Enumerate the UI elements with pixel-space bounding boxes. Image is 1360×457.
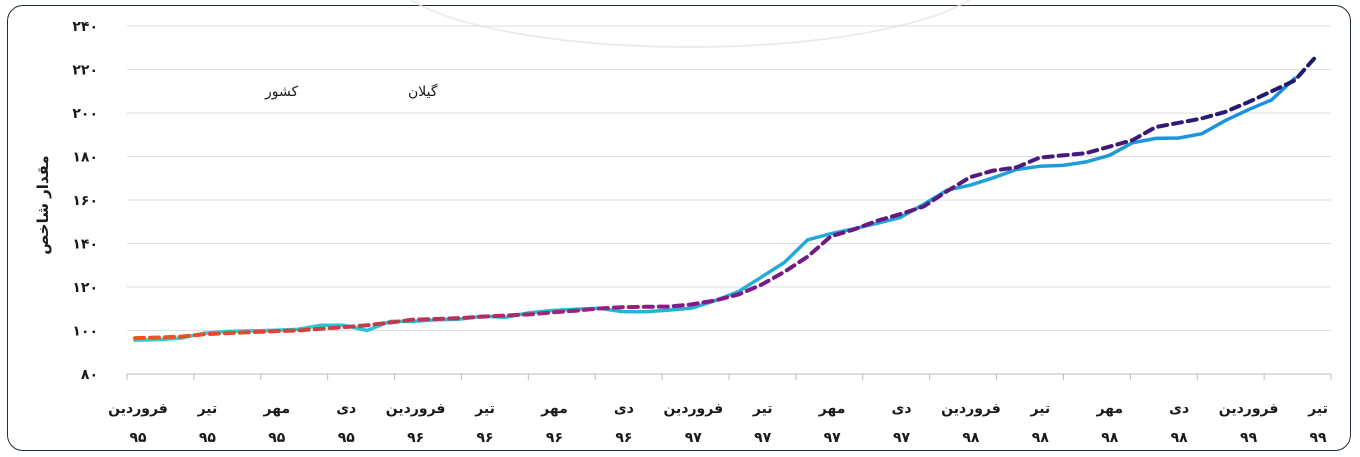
x-tick-month: مهر [1095,401,1123,417]
y-tick-label: ۱۸۰ [72,150,98,166]
x-tick-month: مهر [540,401,568,417]
x-tick-label: فروردین ۹۷ [663,401,723,446]
x-tick-label: دی ۹۶ [614,401,634,446]
x-tick-label: فروردین ۹۵ [108,401,168,446]
x-tick-month: فروردین [941,401,1001,417]
x-tick-month: فروردین [663,401,723,417]
y-tick-label: ۲۴۰ [72,19,98,35]
y-tick-label: ۲۰۰ [72,106,98,122]
x-tick-month: تیر [1030,401,1051,417]
x-tick-label: مهر ۹۵ [263,401,291,446]
x-tick-label: تیر ۹۹ [1307,401,1328,446]
x-tick-label: تیر ۹۷ [752,401,773,446]
y-tick-label: ۱۴۰ [72,237,98,253]
x-tick-year: ۹۵ [268,430,286,446]
x-tick-month: دی [892,401,912,417]
x-tick-month: تیر [474,401,495,417]
x-tick-label: فروردین ۹۶ [386,401,446,446]
x-tick-label: مهر ۹۷ [818,401,846,446]
x-tick-label: تیر ۹۸ [1030,401,1051,446]
x-axis-ticks: فروردین۹۵تیر۹۵مهر۹۵دی۹۵فروردین۹۶تیر۹۶مهر… [108,401,1328,446]
series-line-gilan [133,76,1297,343]
x-tick-year: ۹۵ [199,430,217,446]
legend-label-gilan: گیلان [408,83,438,100]
legend-label-country: کشور [264,84,298,100]
x-tick-month: مهر [818,401,846,417]
x-tick-month: مهر [263,401,291,417]
x-tick-year: ۹۹ [1309,430,1327,446]
series-line-country [133,52,1320,341]
x-tick-month: تیر [1307,401,1328,417]
x-tick-year: ۹۷ [893,430,911,446]
y-axis-label: مقدار شاخص [34,155,52,254]
y-tick-label: ۱۲۰ [72,280,98,296]
x-tick-month: دی [1169,401,1189,417]
x-tick-year: ۹۵ [129,430,147,446]
x-tick-label: دی ۹۵ [336,401,356,446]
x-tick-year: ۹۶ [615,430,632,446]
x-tick-label: دی ۹۸ [1169,401,1189,446]
x-tick-year: ۹۶ [407,430,424,446]
x-tick-month: دی [614,401,634,417]
x-tick-year: ۹۸ [1171,430,1189,446]
y-tick-label: ۱۰۰ [72,324,98,340]
x-tick-year: ۹۹ [1240,430,1258,446]
y-tick-label: ۲۲۰ [72,63,98,79]
x-tick-year: ۹۶ [546,430,563,446]
x-tick-month: فروردین [108,401,168,417]
x-tick-month: دی [336,401,356,417]
series-lines [133,52,1320,343]
x-tick-year: ۹۶ [477,430,494,446]
x-tick-label: تیر ۹۵ [197,401,218,446]
x-tick-year: ۹۷ [754,430,772,446]
x-tick-year: ۹۵ [338,430,356,446]
gridlines [127,25,1331,331]
x-tick-label: مهر ۹۶ [540,401,568,446]
y-tick-label: ۸۰ [81,367,98,383]
legend: کشور گیلان [218,83,438,100]
x-tick-year: ۹۷ [685,430,703,446]
x-tick-year: ۹۸ [1032,430,1050,446]
x-tick-year: ۹۸ [962,430,980,446]
x-tick-label: دی ۹۷ [892,401,912,446]
x-axis [126,373,1332,380]
x-tick-label: تیر ۹۶ [474,401,495,446]
x-tick-month: تیر [197,401,218,417]
x-tick-label: فروردین ۹۸ [941,401,1001,446]
x-tick-month: فروردین [386,401,446,417]
y-tick-label: ۱۶۰ [72,193,98,209]
x-tick-label: مهر ۹۸ [1095,401,1123,446]
x-tick-year: ۹۸ [1101,430,1119,446]
x-tick-month: تیر [752,401,773,417]
x-tick-year: ۹۷ [824,430,842,446]
y-axis-ticks: ۸۰ ۱۰۰ ۱۲۰ ۱۴۰ ۱۶۰ ۱۸۰ ۲۰۰ ۲۲۰ ۲۴۰ [72,19,98,383]
chart-frame [7,0,1351,451]
x-tick-label: فروردین ۹۹ [1219,401,1279,446]
x-tick-month: فروردین [1219,401,1279,417]
